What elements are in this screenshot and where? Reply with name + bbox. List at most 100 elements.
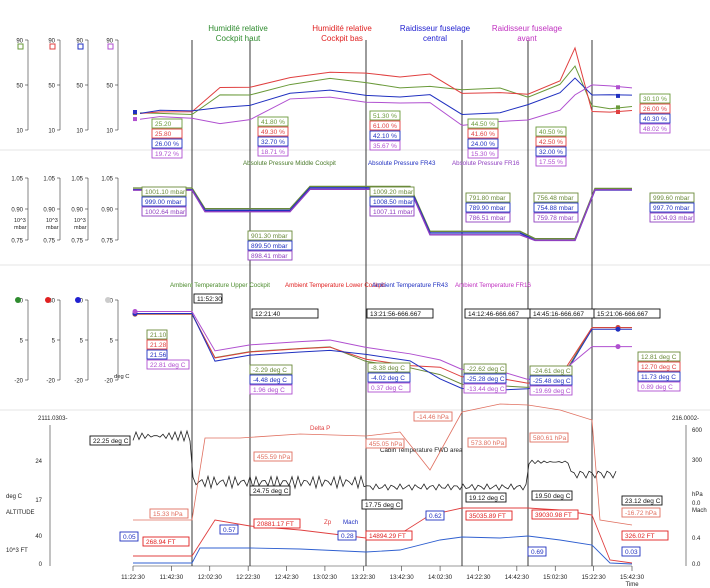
mach-label: 0.62 [429,513,442,520]
zp-label-frame [365,530,413,541]
cabin-temperature-label-frame [89,435,131,446]
humidity-callout-frame [639,113,671,124]
humidity-end-marker [616,85,620,90]
mach-label: 0.03 [625,549,638,556]
temperature-callout: 22.81 deg C [150,362,186,369]
temperature-callout: -2.29 deg C [253,367,287,374]
zp-label-frame [253,518,301,529]
x-axis-label: Time [625,582,639,588]
mach-line [133,535,633,565]
mini-axis-tick-label: 1.05 [71,177,83,183]
humidity-callout: 30.10 % [643,96,667,103]
cabin-temperature-line [132,429,617,491]
temperature-start-marker [132,309,138,315]
cabin-temperature-label-frame [621,495,663,506]
cabin-temperature-label: 23.12 deg C [625,498,661,505]
legend-marker [77,43,84,50]
mini-axis-tick-label: 0.90 [43,208,55,214]
temperature-callout-frame [637,381,681,392]
humidity-callout-frame [151,138,183,149]
temperature-callout-frame [637,351,681,362]
mini-axis-tick-label: 50 [48,84,55,90]
temperature-callout-frame [463,383,507,394]
temperature-callout-frame [463,373,507,384]
humidity-callout: 35.67 % [373,143,397,150]
x-tick-label: 14:42:30 [505,574,530,581]
mini-axis-tick-label: 0.90 [101,208,113,214]
cursor-time-label: 14:12:46-666.667 [468,311,519,318]
mach-label-frame [621,546,641,557]
mach-label: 0.05 [123,534,136,541]
cabin-right-label2: Mach [692,508,707,514]
temperature-callout-frame [367,382,411,393]
humidity-callout: 49.30 % [261,129,285,136]
pressure-callout-frame [369,186,415,197]
cabin-right-tick: 0.4 [692,536,701,542]
humidity-callout-frame [535,146,567,157]
axis-unit: 10^3 [14,218,26,224]
temperature-header: Ambient Temperature Lower Cockpit [285,282,385,289]
temperature-callout-frame [529,375,573,386]
temperature-callout: -24.61 deg C [533,368,571,375]
humidity-callout: 61.00 % [373,123,397,130]
humidity-callout-frame [369,120,401,131]
humidity-series-line [139,46,633,114]
humidity-callout-frame [151,148,183,159]
mini-axis-tick-label: 90 [76,39,83,45]
pressure-callout-frame [533,212,579,223]
cabin-right-tick: 0.0 [692,501,701,507]
delta-p-label-frame [621,507,661,518]
mini-axis-tick-label: 0.75 [43,239,55,245]
mach-label-frame [337,530,357,541]
legend-dot [75,297,81,303]
cabin-annotation: Delta P [310,425,330,432]
pressure-annotation: Absolute Pressure FR43 [368,160,436,167]
mini-axis-tick-label: 5 [80,339,84,345]
humidity-callout: 41.60 % [471,131,495,138]
header-line: Raidisseur fuselage [491,24,563,33]
mini-axis-tick-label: 0.75 [71,239,83,245]
humidity-callout-frame [535,126,567,137]
mini-axis-tick-label: 5 [110,339,114,345]
pressure-callout: 754.88 mbar [537,205,574,212]
header-line: Cockpit haut [215,34,261,43]
delta-p-label-frame [529,432,569,443]
humidity-callout-frame [257,116,289,127]
mini-axis-tick-label: 10 [16,129,23,135]
axis-unit: mbar [14,225,27,231]
temperature-callout: -19.69 deg C [533,388,571,395]
axis-unit: mbar [74,225,87,231]
pressure-callout: 1007.11 mbar [373,209,413,216]
pressure-callout: 1002.64 mbar [145,209,186,216]
pressure-callout-frame [465,212,511,223]
x-tick-label: 14:02:30 [428,574,453,581]
temperature-callout: -13.44 deg C [467,386,505,393]
humidity-callout-frame [467,148,499,159]
pressure-callout-frame [369,196,415,207]
cabin-left-tick2: 40 [35,534,42,540]
pressure-callout-frame [533,202,579,213]
mach-label-frame [527,546,547,557]
legend-marker [17,43,24,50]
zp-label: 14894.29 FT [369,533,406,540]
pressure-callout-frame [649,202,695,213]
delta-p-label-frame [365,438,405,449]
cabin-temperature-label: 17.75 deg C [365,502,401,509]
mini-axis-tick-label: 90 [16,39,23,45]
mini-axis-tick-label: 30 [48,299,55,305]
cursor-time-label: 15:21:06-666.667 [597,311,648,318]
humidity-callout: 48.02 % [643,126,667,133]
humidity-callout: 26.00 % [643,106,667,113]
cabin-right-tick: 0.0 [692,562,701,568]
delta-p-label-frame [253,451,293,462]
header-line: Raidisseur fuselage [399,24,471,33]
x-tick-label: 15:22:30 [582,574,607,581]
delta-p-label: 455.05 hPa [369,441,403,448]
pressure-callout-frame [649,212,695,223]
cabin-temperature-label: 19.12 deg C [469,495,505,502]
humidity-callout: 41.80 % [261,119,285,126]
x-tick-label: 13:42:30 [390,574,415,581]
cabin-annotation: Mach [343,519,359,526]
humidity-series-line [139,77,633,115]
